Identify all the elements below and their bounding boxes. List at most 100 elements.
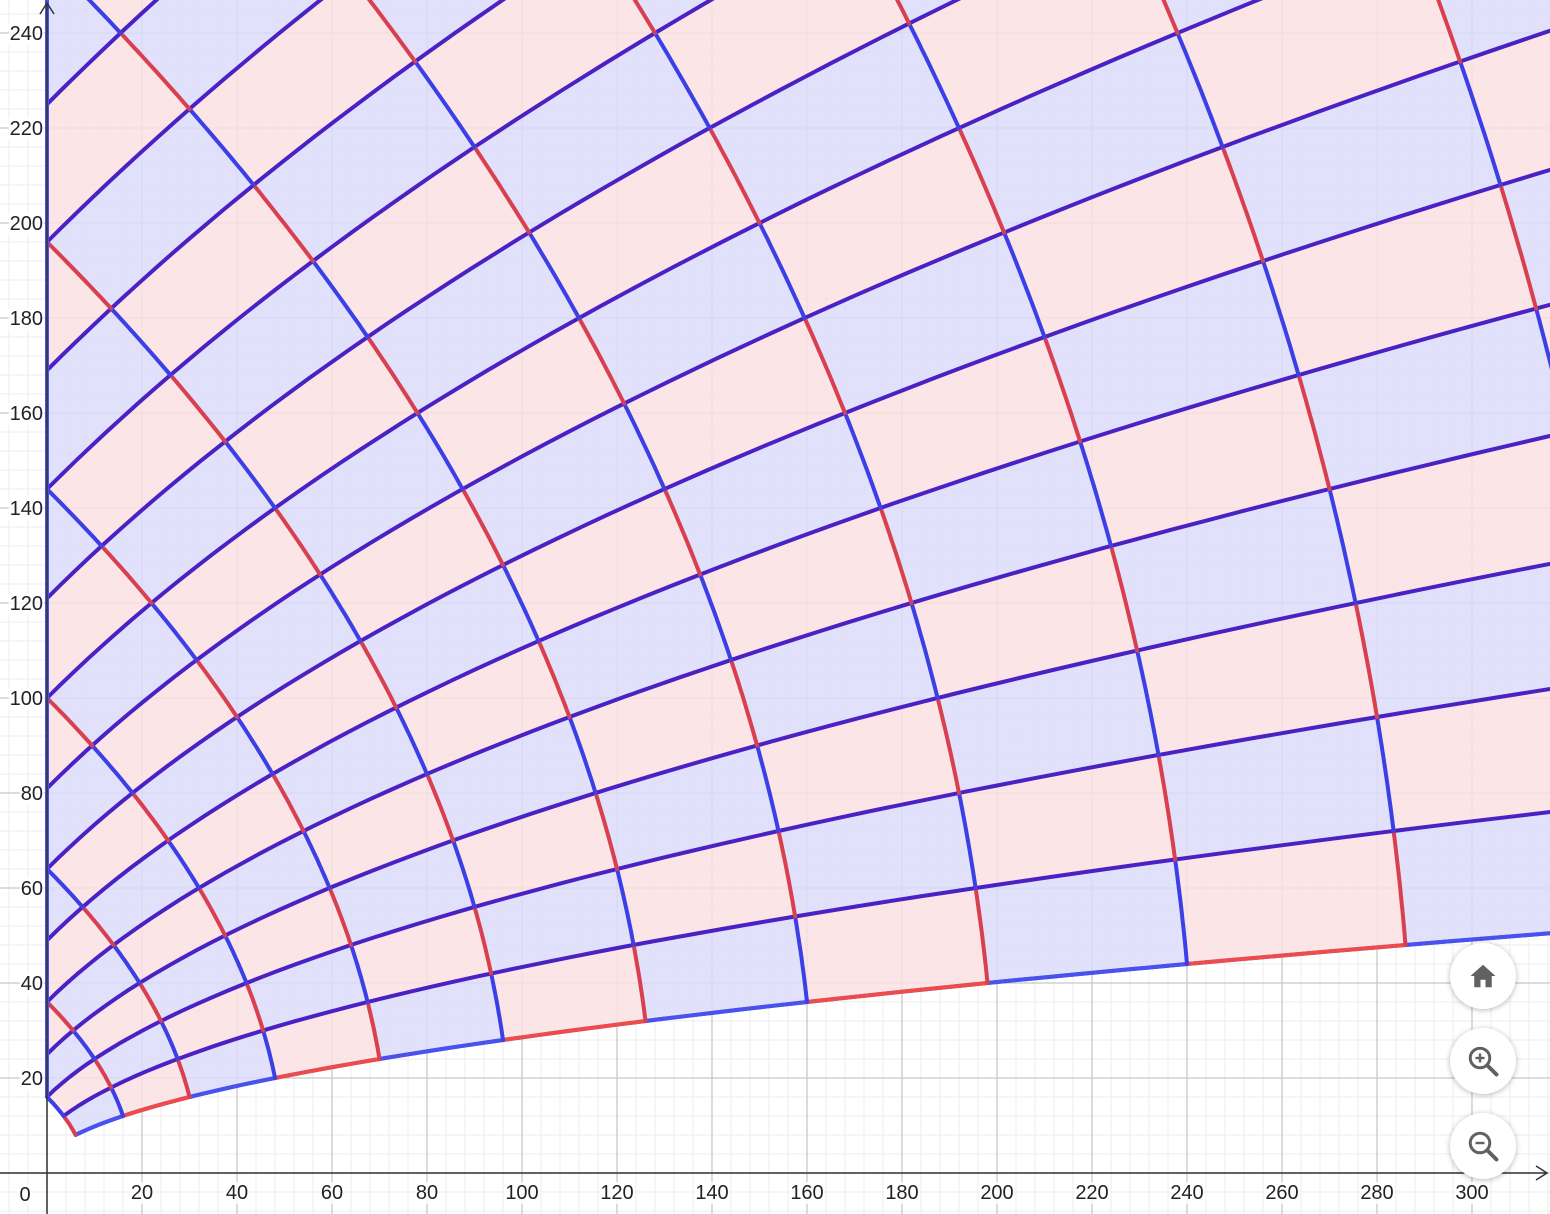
constant-u-curve	[45, 487, 104, 548]
tick-label-bg	[1359, 1182, 1395, 1204]
constant-v-curve	[45, 28, 1550, 790]
grid-cell	[804, 232, 1045, 413]
constant-u-curve	[45, 867, 85, 909]
constant-u-curve	[71, 1028, 97, 1061]
grid-cell	[1377, 689, 1550, 831]
constant-u-curve	[1173, 857, 1189, 966]
constant-u-curve	[1498, 183, 1539, 311]
x-tick-label: 240	[1170, 1182, 1203, 1204]
constant-u-curve	[235, 715, 275, 776]
grid-cell	[911, 546, 1138, 698]
y-tick-label: 100	[10, 688, 43, 710]
x-tick-label: 140	[695, 1182, 728, 1204]
tick-label-bg	[694, 1182, 730, 1204]
grid-cell	[360, 565, 539, 708]
grid-cell	[47, 1059, 112, 1116]
tick-label-bg	[979, 1182, 1015, 1204]
x-tick-label: 260	[1265, 1182, 1298, 1204]
constant-u-curve	[1261, 259, 1301, 377]
constant-u-curve	[802, 316, 847, 415]
grid-cell	[47, 375, 226, 546]
constant-u-curve	[166, 838, 201, 890]
tick-label-bg	[8, 688, 44, 710]
grid-cell	[1393, 812, 1550, 945]
grid-cell	[1137, 603, 1377, 755]
grid-cell	[579, 223, 805, 404]
constant-u-curve	[1220, 145, 1265, 263]
grid-cell	[199, 831, 330, 936]
grid-cell	[47, 109, 254, 309]
tick-label-bg	[19, 878, 44, 900]
constant-u-curve	[1534, 306, 1550, 370]
grid-cell	[47, 0, 121, 105]
tick-label-bg	[8, 498, 44, 520]
grid-cell	[757, 698, 959, 831]
tick-label-bg	[884, 1182, 920, 1204]
constant-v-curve	[45, 433, 1550, 1004]
grid-cell	[1004, 147, 1263, 337]
constant-u-curve	[366, 0, 418, 64]
constant-u-curve	[118, 31, 192, 111]
grid-cell	[47, 546, 152, 698]
constant-u-curve	[1042, 335, 1083, 444]
bottom-boundary-segment	[122, 1095, 190, 1118]
grid-cell	[161, 983, 264, 1059]
constant-u-curve	[244, 981, 266, 1033]
constant-v-curve	[45, 0, 962, 600]
x-tick-label: 20	[131, 1182, 153, 1204]
y-tick-label: 140	[10, 498, 43, 520]
home-button[interactable]	[1450, 943, 1516, 1009]
grid-cell	[491, 945, 646, 1040]
grid-cell	[1111, 489, 1356, 651]
y-tick-label: 160	[10, 403, 43, 425]
grid-cell	[47, 33, 190, 242]
constant-u-curve	[1296, 373, 1332, 491]
constant-u-curve	[1175, 31, 1225, 149]
constant-u-curve	[1353, 601, 1379, 719]
grid-cell	[1355, 563, 1550, 717]
constant-v-curve	[45, 302, 1550, 942]
grid-cell	[975, 859, 1187, 983]
constant-u-curve	[577, 316, 627, 406]
zoom-out-button[interactable]	[1450, 1113, 1516, 1179]
tick-label-bg	[19, 973, 44, 995]
constant-u-curve	[45, 696, 95, 748]
grid-cell	[47, 869, 83, 941]
grid-cell	[139, 935, 247, 1021]
grid-cell	[778, 793, 976, 917]
constant-u-curve	[159, 1019, 180, 1061]
x-axis-arrow	[1535, 1165, 1549, 1181]
grid-cell	[237, 641, 397, 774]
grid-cell	[415, 0, 655, 147]
constant-u-curve	[301, 829, 332, 890]
constant-u-curve	[149, 601, 199, 662]
grid-cell	[959, 33, 1223, 233]
x-tick-label: 60	[321, 1182, 343, 1204]
tick-label-bg	[8, 118, 44, 140]
constant-u-curve	[755, 743, 781, 833]
tick-label-bg	[19, 783, 44, 805]
constant-u-curve	[358, 639, 399, 710]
grid-cell	[47, 489, 102, 599]
tick-label-bg	[8, 593, 44, 615]
grid-cell	[1438, 0, 1550, 62]
y-tick-label: 220	[10, 118, 43, 140]
grid-cell	[253, 61, 475, 261]
tick-label-bg	[319, 1182, 345, 1204]
x-tick-label: 80	[416, 1182, 438, 1204]
x-tick-label: 220	[1075, 1182, 1108, 1204]
constant-u-curve	[1078, 439, 1113, 548]
grid-cell	[47, 1030, 95, 1097]
x-tick-label: 180	[885, 1182, 918, 1204]
zoom-in-button[interactable]	[1450, 1028, 1516, 1094]
constant-u-curve	[311, 259, 370, 339]
constant-u-curve	[1436, 0, 1463, 64]
grid-cell	[320, 489, 503, 641]
constant-v-curve	[45, 0, 324, 244]
constant-u-curve	[973, 886, 990, 985]
grid-cell	[177, 1030, 275, 1097]
constant-u-curve	[349, 943, 370, 1004]
constant-u-curve	[111, 943, 142, 985]
